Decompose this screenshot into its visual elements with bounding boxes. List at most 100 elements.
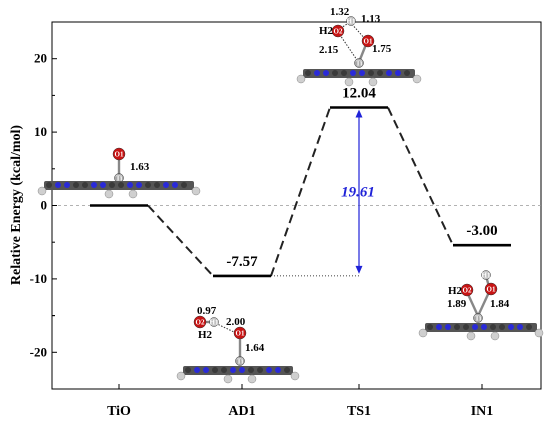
edge-h-atom bbox=[534, 328, 544, 338]
surface-atom bbox=[185, 367, 191, 373]
bond-distance-label: 1.32 bbox=[330, 6, 350, 18]
x-tick-label: TiO bbox=[107, 404, 131, 419]
surface-atom bbox=[91, 182, 97, 188]
y-tick-label: -10 bbox=[30, 271, 47, 286]
y-tick-label: 0 bbox=[41, 198, 48, 213]
h-atom bbox=[346, 16, 356, 26]
surface-atom bbox=[145, 182, 151, 188]
surface-atom bbox=[55, 182, 61, 188]
barrier-label: 19.61 bbox=[341, 185, 375, 201]
edge-h-atom bbox=[290, 371, 300, 381]
surface-atom bbox=[404, 70, 410, 76]
o-atom-label: O1 bbox=[487, 286, 496, 294]
surface-atom bbox=[203, 367, 209, 373]
surface-atom bbox=[230, 367, 236, 373]
o-atom-label: O2 bbox=[196, 319, 205, 327]
x-tick-label: AD1 bbox=[228, 404, 255, 419]
ts1-surface bbox=[296, 69, 422, 87]
surface-atom bbox=[266, 367, 272, 373]
o-atom-label: O1 bbox=[236, 330, 245, 338]
ti-atom-label: Ti bbox=[237, 358, 244, 366]
surface-atom bbox=[118, 182, 124, 188]
edge-h-atom bbox=[368, 77, 378, 87]
surface-atom bbox=[368, 70, 374, 76]
structure-ts1: Ti O1 O2 H1 H2 1.32 1.13 2.15 1.75 bbox=[319, 6, 392, 68]
y-tick-label: -20 bbox=[30, 344, 47, 359]
surface-atom bbox=[377, 70, 383, 76]
surface-atom bbox=[481, 324, 487, 330]
bond-distance-label: 2.00 bbox=[226, 316, 246, 328]
in1-surface bbox=[418, 323, 544, 341]
structure-in1: Ti O2 O1 H1 H21.89 1.84 bbox=[447, 270, 510, 323]
x-axis-categories: TiO AD1 TS1 IN1 bbox=[107, 384, 493, 419]
h2-atom-label: H2 bbox=[198, 329, 213, 341]
surface-atom bbox=[314, 70, 320, 76]
energy-labels: -7.57 12.04 -3.00 bbox=[226, 86, 497, 270]
surface-atom bbox=[526, 324, 532, 330]
energy-connector bbox=[147, 204, 214, 277]
energy-connectors bbox=[147, 107, 454, 277]
surface-atom bbox=[221, 367, 227, 373]
bond-distance-label: 1.64 bbox=[245, 342, 265, 354]
o-atom bbox=[484, 282, 498, 296]
weak-bond bbox=[337, 31, 358, 61]
y-tick-label: 10 bbox=[34, 124, 47, 139]
surface-atom bbox=[212, 367, 218, 373]
h2-atom-label: H2 bbox=[448, 285, 463, 297]
ti-atom bbox=[354, 58, 364, 68]
edge-h-atom bbox=[247, 374, 257, 384]
edge-h-atom bbox=[37, 186, 47, 196]
surface-atom bbox=[257, 367, 263, 373]
y-axis-title: Relative Energy (kcal/mol) bbox=[9, 125, 24, 286]
surface-atom bbox=[472, 324, 478, 330]
o-atom-label: O2 bbox=[463, 287, 472, 295]
bond-distance-label: 1.13 bbox=[361, 13, 381, 25]
edge-h-atom bbox=[296, 74, 306, 84]
edge-h-atom bbox=[104, 189, 114, 199]
h-atom-label: H1 bbox=[347, 18, 356, 26]
surface-atom bbox=[395, 70, 401, 76]
surface-atom bbox=[284, 367, 290, 373]
surface-atom bbox=[46, 182, 52, 188]
surface-atom bbox=[275, 367, 281, 373]
surface-atom bbox=[172, 182, 178, 188]
surface-atom bbox=[517, 324, 523, 330]
h-atom bbox=[481, 270, 491, 280]
edge-h-atom bbox=[176, 371, 186, 381]
edge-h-atom bbox=[128, 189, 138, 199]
surface-atom bbox=[427, 324, 433, 330]
tio-surface bbox=[37, 181, 201, 199]
energy-connector bbox=[387, 107, 454, 246]
structure-ad1: Ti O1 O2 H1 H2 0.97 2.00 1.64 bbox=[193, 305, 265, 366]
bond-distance-label: 2.15 bbox=[319, 44, 339, 56]
bond-distance-label: 1.89 bbox=[447, 298, 467, 310]
energy-levels bbox=[90, 106, 511, 278]
surface-atom bbox=[154, 182, 160, 188]
edge-h-atom bbox=[344, 77, 354, 87]
surface-atom bbox=[239, 367, 245, 373]
o-atom-label: O1 bbox=[364, 38, 373, 46]
surface-atom bbox=[359, 70, 365, 76]
ti-atom bbox=[473, 313, 483, 323]
surface-atom bbox=[463, 324, 469, 330]
ti-atom-label: Ti bbox=[475, 315, 482, 323]
barrier-arrow-head-top bbox=[355, 109, 363, 118]
o-atom bbox=[361, 34, 375, 48]
energy-label-in1: -3.00 bbox=[466, 223, 497, 239]
edge-h-atom bbox=[191, 186, 201, 196]
edge-h-atom bbox=[223, 374, 233, 384]
bond-distance-label: 1.63 bbox=[130, 161, 150, 173]
surface-atom bbox=[341, 70, 347, 76]
ti-atom bbox=[235, 356, 245, 366]
surface-atom bbox=[109, 182, 115, 188]
energy-label-ad1: -7.57 bbox=[226, 254, 258, 270]
y-axis-ticks: -20 -10 0 10 20 bbox=[30, 21, 57, 359]
surface-atom bbox=[127, 182, 133, 188]
surface-atom bbox=[64, 182, 70, 188]
surface-atom bbox=[194, 367, 200, 373]
x-tick-label: TS1 bbox=[347, 404, 371, 419]
o-atom-label: O1 bbox=[115, 151, 124, 159]
bond-distance-label: 1.84 bbox=[490, 298, 510, 310]
surface-atom bbox=[248, 367, 254, 373]
